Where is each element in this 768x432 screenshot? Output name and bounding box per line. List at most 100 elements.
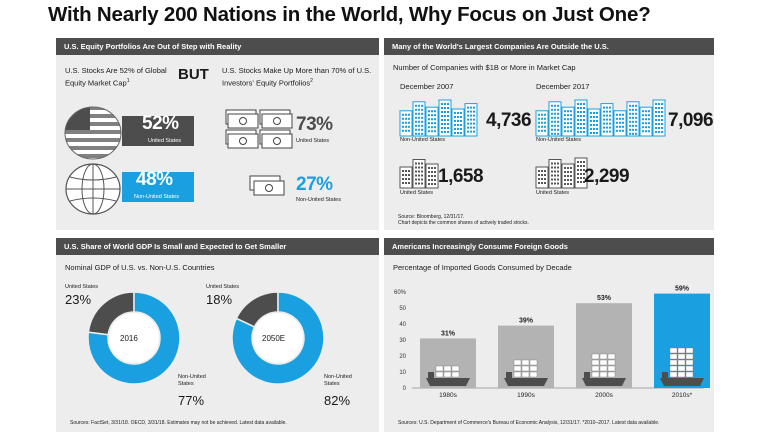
cargo-ship-icon — [582, 353, 626, 386]
donut-2016 — [87, 291, 181, 385]
us-2007-value: 1,658 — [438, 166, 484, 187]
portfolio-nonus-pct: 27% — [296, 174, 333, 195]
building-icon — [412, 159, 426, 189]
donut-2016-us-pct: 23% — [65, 292, 92, 307]
chart-title: Percentage of Imported Goods Consumed by… — [393, 263, 572, 272]
panel-subtitle: Number of Companies with $1B or More in … — [393, 63, 576, 72]
building-icon — [438, 99, 452, 137]
donut-2050e-nonus-pct: 82% — [324, 393, 351, 408]
building-icon — [464, 103, 478, 137]
panel-largest-companies: Many of the World's Largest Companies Ar… — [384, 38, 714, 230]
building-icon — [425, 106, 439, 137]
nonus-share-label: Non-United States — [134, 194, 179, 200]
donut-2050e-us-label: United States — [206, 284, 240, 290]
panel-header: Many of the World's Largest Companies Ar… — [384, 38, 714, 55]
cargo-ship-icon — [660, 347, 704, 386]
donut-slice-nonus — [231, 291, 325, 385]
buildings-nonus-2017 — [535, 99, 666, 137]
donut-hole — [253, 313, 303, 363]
nonus-2007-label: Non-United States — [400, 137, 445, 143]
panel-source: Sources: U.S. Department of Commerce's B… — [398, 420, 660, 426]
building-icon — [399, 110, 413, 137]
building-icon — [626, 101, 640, 137]
portfolio-nonus-label: Non-United States — [296, 197, 341, 203]
panel-subtitle: Nominal GDP of U.S. vs. Non-U.S. Countri… — [65, 263, 215, 272]
us-share-pct: 52% — [142, 113, 179, 134]
us-flag-globe-icon — [64, 106, 122, 160]
data-label: 39% — [519, 318, 534, 325]
panel-source: Source: Bloomberg, 12/31/17. — [398, 214, 465, 220]
panel-header: Americans Increasingly Consume Foreign G… — [384, 238, 714, 255]
y-tick-label: 10 — [399, 370, 406, 376]
cargo-ship-icon — [426, 365, 470, 386]
cargo-ship-icon — [504, 359, 548, 386]
panel-world-gdp: U.S. Share of World GDP Is Small and Exp… — [56, 238, 379, 432]
building-icon — [561, 106, 575, 137]
building-icon — [535, 110, 549, 137]
donut-2016-us-label: United States — [65, 284, 99, 290]
left-caption: U.S. Stocks Are 52% of Global Equity Mar… — [65, 66, 167, 88]
buildings-us-2007 — [399, 158, 439, 189]
data-label: 59% — [675, 286, 690, 293]
donut-hole — [109, 313, 159, 363]
building-icon — [425, 163, 439, 189]
building-icon — [399, 166, 413, 189]
panel-equity-portfolios: U.S. Equity Portfolios Are Out of Step w… — [56, 38, 379, 230]
building-icon — [412, 101, 426, 137]
y-tick-label: 40 — [399, 322, 406, 328]
donut-2050e-us-pct: 18% — [206, 292, 233, 307]
building-icon — [548, 101, 562, 137]
building-icon — [561, 163, 575, 189]
buildings-nonus-2007 — [399, 99, 484, 137]
donut-2016-year: 2016 — [120, 334, 138, 343]
us-2017-label: United States — [536, 190, 570, 196]
us-2017-value: 2,299 — [584, 166, 630, 187]
building-icon — [535, 166, 549, 189]
building-icon — [600, 103, 614, 137]
data-label: 31% — [441, 330, 456, 337]
money-stack-icon — [225, 109, 293, 149]
donut-2016-nonus-pct: 77% — [178, 393, 205, 408]
building-icon — [587, 108, 601, 137]
donut-slice-nonus — [87, 291, 181, 385]
portfolio-us-pct: 73% — [296, 114, 333, 135]
panel-header: U.S. Equity Portfolios Are Out of Step w… — [56, 38, 379, 55]
building-icon — [574, 157, 588, 189]
world-globe-icon — [65, 163, 121, 215]
y-tick-label: 50 — [399, 306, 406, 312]
column-2007: December 2007 — [400, 82, 454, 91]
panel-source: Sources: FactSet, 3/31/18. OECD, 3/31/18… — [70, 420, 287, 426]
data-label: 53% — [597, 295, 612, 302]
building-icon — [548, 159, 562, 189]
y-tick-label: 0 — [403, 386, 407, 392]
building-icon — [451, 108, 465, 137]
donut-2016-nonus-label: Non-United States — [178, 374, 206, 387]
us-share-label: United States — [148, 138, 182, 144]
buildings-us-2017 — [535, 157, 588, 189]
portfolio-us-label: United States — [296, 138, 330, 144]
nonus-2007-value: 4,736 — [486, 110, 532, 131]
nonus-2017-label: Non-United States — [536, 137, 581, 143]
column-2017: December 2017 — [536, 82, 590, 91]
category-label: 2000s — [595, 392, 613, 399]
y-tick-label: 20 — [399, 354, 406, 360]
donut-2050e-year: 2050E — [262, 334, 286, 343]
right-caption: U.S. Stocks Make Up More than 70% of U.S… — [222, 66, 372, 88]
y-tick-label: 60% — [394, 290, 407, 296]
us-share-bar — [122, 116, 194, 146]
nonus-2017-value: 7,096 — [668, 110, 714, 131]
nonus-share-pct: 48% — [136, 169, 173, 190]
donut-2050e-nonus-label: Non-United States — [324, 374, 352, 387]
donut-2050e — [231, 291, 325, 385]
money-stack-small-icon — [249, 175, 285, 196]
building-icon — [613, 110, 627, 137]
category-label: 1980s — [439, 392, 457, 399]
panel-note: Chart depicts the common shares of activ… — [398, 220, 529, 226]
y-tick-label: 30 — [399, 338, 406, 344]
building-icon — [639, 106, 653, 137]
us-2007-label: United States — [400, 190, 434, 196]
but-label: BUT — [178, 66, 209, 83]
panel-foreign-goods: Americans Increasingly Consume Foreign G… — [384, 238, 714, 432]
imported-goods-bar-chart: 0 10 20 30 40 50 60% 31% 1980s 39% 1990s 53% 2000s 59… — [394, 286, 710, 399]
panel-header: U.S. Share of World GDP Is Small and Exp… — [56, 238, 379, 255]
